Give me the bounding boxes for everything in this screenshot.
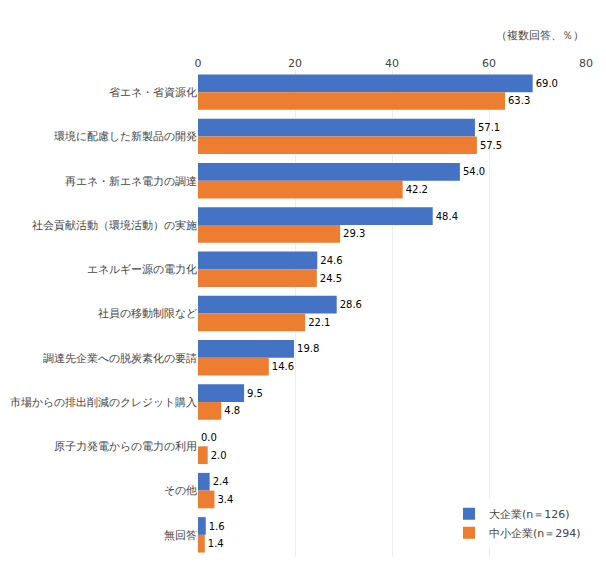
svg-text:2.4: 2.4	[213, 476, 229, 487]
svg-text:57.5: 57.5	[480, 140, 502, 151]
svg-text:48.4: 48.4	[436, 211, 458, 222]
svg-text:42.2: 42.2	[406, 184, 428, 195]
svg-text:24.5: 24.5	[320, 273, 342, 284]
svg-text:1.4: 1.4	[208, 538, 224, 549]
svg-text:60: 60	[482, 57, 496, 70]
svg-text:市場からの排出削減のクレジット購入: 市場からの排出削減のクレジット購入	[10, 396, 197, 409]
svg-text:その他: その他	[164, 484, 197, 497]
svg-text:省エネ・省資源化: 省エネ・省資源化	[109, 86, 197, 99]
svg-text:再エネ・新エネ電力の調達: 再エネ・新エネ電力の調達	[65, 175, 197, 188]
svg-text:大企業(n＝126): 大企業(n＝126)	[489, 508, 570, 521]
svg-text:社員の移動制限など: 社員の移動制限など	[98, 307, 197, 320]
svg-text:57.1: 57.1	[478, 122, 500, 133]
svg-text:中小企業(n＝294): 中小企業(n＝294)	[489, 527, 581, 540]
svg-text:29.3: 29.3	[343, 228, 365, 239]
svg-text:原子力発電からの電力の利用: 原子力発電からの電力の利用	[54, 440, 197, 453]
svg-text:22.1: 22.1	[308, 317, 330, 328]
svg-text:0.0: 0.0	[201, 432, 217, 443]
svg-text:69.0: 69.0	[536, 78, 558, 89]
svg-text:80: 80	[579, 57, 593, 70]
svg-text:（複数回答、％）: （複数回答、％）	[496, 29, 584, 42]
svg-text:54.0: 54.0	[463, 166, 485, 177]
svg-text:28.6: 28.6	[340, 299, 362, 310]
svg-text:無回答: 無回答	[164, 529, 197, 542]
svg-text:20: 20	[288, 57, 302, 70]
svg-text:3.4: 3.4	[217, 494, 233, 505]
svg-text:0: 0	[195, 57, 202, 70]
svg-text:エネルギー源の電力化: エネルギー源の電力化	[87, 263, 197, 276]
svg-text:14.6: 14.6	[272, 361, 294, 372]
svg-text:24.6: 24.6	[320, 255, 342, 266]
svg-text:4.8: 4.8	[224, 405, 240, 416]
svg-text:40: 40	[385, 57, 399, 70]
svg-text:環境に配慮した新製品の開発: 環境に配慮した新製品の開発	[54, 130, 197, 143]
svg-text:社会貢献活動（環境活動）の実施: 社会貢献活動（環境活動）の実施	[32, 219, 197, 232]
svg-text:調達先企業への脱炭素化の要請: 調達先企業への脱炭素化の要請	[43, 352, 197, 365]
svg-text:2.0: 2.0	[211, 450, 227, 461]
svg-text:1.6: 1.6	[209, 521, 225, 532]
svg-text:63.3: 63.3	[508, 95, 530, 106]
svg-text:9.5: 9.5	[247, 388, 263, 399]
svg-text:19.8: 19.8	[297, 343, 319, 354]
